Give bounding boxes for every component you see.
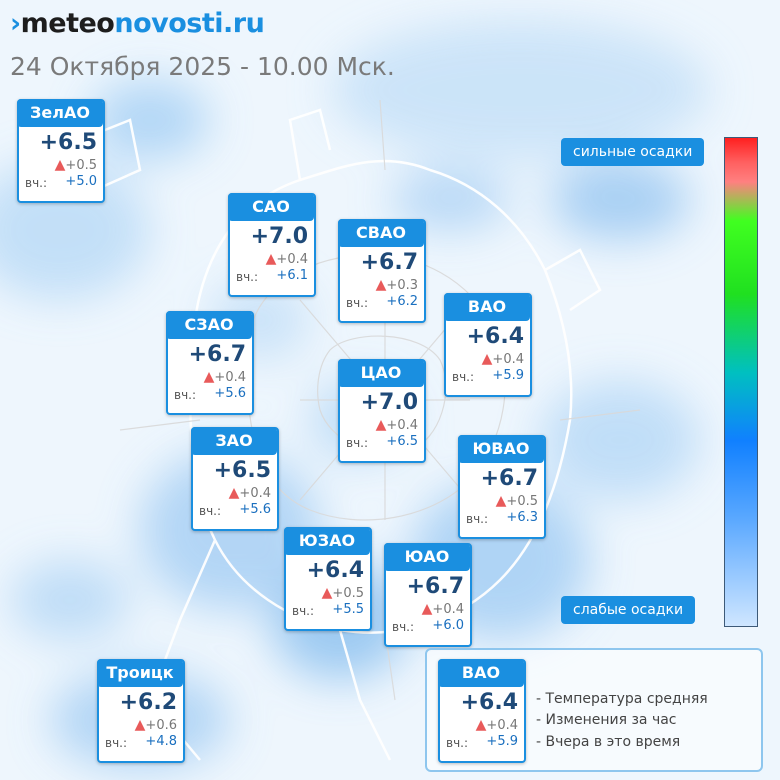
logo-novosti: novosti — [114, 8, 224, 39]
up-triangle-icon: ▲ — [321, 585, 333, 601]
up-triangle-icon: ▲ — [54, 157, 66, 173]
district-name: ВАО — [438, 659, 524, 687]
yesterday-value: +5.0 — [65, 174, 97, 189]
district-card-troitsk: Троицк +6.2 ▲+0.6 вч.: +4.8 — [97, 659, 185, 763]
district-name: САО — [228, 193, 314, 221]
legend-line-change: - Изменения за час — [536, 712, 677, 728]
district-card-sao: САО +7.0 ▲+0.4 вч.: +6.1 — [228, 193, 316, 297]
legend-line-temperature: - Температура средняя — [536, 691, 708, 707]
yesterday-label: вч.: — [105, 736, 128, 750]
up-triangle-icon: ▲ — [134, 717, 146, 733]
district-temp: +6.4 — [306, 558, 364, 583]
yesterday-value: +5.9 — [486, 734, 518, 749]
district-card-yuao: ЮАО +6.7 ▲+0.4 вч.: +6.0 — [384, 543, 472, 647]
up-triangle-icon: ▲ — [265, 251, 277, 267]
district-card-zao: ЗАО +6.5 ▲+0.4 вч.: +5.6 — [191, 427, 279, 531]
yesterday-label: вч.: — [236, 270, 259, 284]
scale-label-heavy: сильные осадки — [561, 138, 705, 166]
up-triangle-icon: ▲ — [475, 717, 487, 733]
yesterday-value: +6.0 — [432, 618, 464, 633]
district-name: ЦАО — [338, 359, 424, 387]
up-triangle-icon: ▲ — [228, 485, 240, 501]
district-card-yuvao: ЮВАО +6.7 ▲+0.5 вч.: +6.3 — [458, 435, 546, 539]
yesterday-label: вч.: — [25, 176, 48, 190]
district-temp: +6.7 — [406, 574, 464, 599]
forecast-datetime: 24 Октября 2025 - 10.00 Мск. — [10, 52, 395, 81]
district-temp: +7.0 — [250, 224, 308, 249]
yesterday-label: вч.: — [199, 504, 222, 518]
district-name: СЗАО — [166, 311, 252, 339]
yesterday-label: вч.: — [466, 512, 489, 526]
yesterday-value: +6.2 — [386, 294, 418, 309]
legend-sample-card: ВАО +6.4 ▲+0.4 вч.: +5.9 — [438, 659, 526, 763]
yesterday-value: +6.3 — [506, 510, 538, 525]
scale-label-light: слабые осадки — [561, 596, 696, 624]
district-name: ЮЗАО — [284, 527, 370, 555]
district-card-yuzao: ЮЗАО +6.4 ▲+0.5 вч.: +5.5 — [284, 527, 372, 631]
yesterday-label: вч.: — [446, 736, 469, 750]
legend-line-yesterday: - Вчера в это время — [536, 734, 681, 750]
district-card-vao: ВАО +6.4 ▲+0.4 вч.: +5.9 — [444, 293, 532, 397]
logo-meteo: meteo — [20, 8, 115, 39]
yesterday-value: +5.9 — [492, 368, 524, 383]
district-temp: +6.2 — [119, 690, 177, 715]
district-name: СВАО — [338, 219, 424, 247]
district-temp: +6.7 — [480, 466, 538, 491]
district-change: ▲+0.6 — [134, 717, 177, 733]
district-card-szao: СЗАО +6.7 ▲+0.4 вч.: +5.6 — [166, 311, 254, 415]
district-change: ▲+0.4 — [475, 717, 518, 733]
site-logo[interactable]: ›meteonovosti.ru — [10, 6, 265, 42]
district-temp: +6.7 — [360, 250, 418, 275]
district-change: ▲+0.4 — [421, 601, 464, 617]
district-temp: +7.0 — [360, 390, 418, 415]
district-change: ▲+0.5 — [54, 157, 97, 173]
yesterday-value: +5.6 — [239, 502, 271, 517]
yesterday-label: вч.: — [392, 620, 415, 634]
district-change: ▲+0.3 — [375, 277, 418, 293]
district-name: ЮВАО — [458, 435, 544, 463]
logo-ru: .ru — [223, 8, 265, 39]
district-card-tsao: ЦАО +7.0 ▲+0.4 вч.: +6.5 — [338, 359, 426, 463]
yesterday-value: +6.5 — [386, 434, 418, 449]
yesterday-label: вч.: — [174, 388, 197, 402]
district-change: ▲+0.4 — [481, 351, 524, 367]
district-change: ▲+0.4 — [265, 251, 308, 267]
up-triangle-icon: ▲ — [421, 601, 433, 617]
district-name: ЗАО — [191, 427, 277, 455]
up-triangle-icon: ▲ — [375, 417, 387, 433]
yesterday-value: +4.8 — [145, 734, 177, 749]
up-triangle-icon: ▲ — [203, 369, 215, 385]
district-card-zelao: ЗелАО +6.5 ▲+0.5 вч.: +5.0 — [17, 99, 105, 203]
district-name: ВАО — [444, 293, 530, 321]
up-triangle-icon: ▲ — [481, 351, 493, 367]
district-temp: +6.5 — [39, 130, 97, 155]
district-change: ▲+0.4 — [228, 485, 271, 501]
district-change: ▲+0.5 — [495, 493, 538, 509]
up-triangle-icon: ▲ — [375, 277, 387, 293]
up-triangle-icon: ▲ — [495, 493, 507, 509]
precipitation-scale-bar — [724, 137, 758, 627]
district-card-svao: СВАО +6.7 ▲+0.3 вч.: +6.2 — [338, 219, 426, 323]
yesterday-value: +5.5 — [332, 602, 364, 617]
district-temp: +6.4 — [466, 324, 524, 349]
district-change: ▲+0.4 — [203, 369, 246, 385]
district-name: ЮАО — [384, 543, 470, 571]
district-change: ▲+0.4 — [375, 417, 418, 433]
yesterday-label: вч.: — [346, 436, 369, 450]
district-name: ЗелАО — [17, 99, 103, 127]
district-temp: +6.4 — [460, 690, 518, 715]
yesterday-value: +6.1 — [276, 268, 308, 283]
district-temp: +6.7 — [188, 342, 246, 367]
district-change: ▲+0.5 — [321, 585, 364, 601]
yesterday-label: вч.: — [292, 604, 315, 618]
logo-mark-icon: › — [10, 8, 21, 39]
district-name: Троицк — [97, 659, 183, 687]
yesterday-label: вч.: — [452, 370, 475, 384]
yesterday-value: +5.6 — [214, 386, 246, 401]
yesterday-label: вч.: — [346, 296, 369, 310]
district-temp: +6.5 — [213, 458, 271, 483]
